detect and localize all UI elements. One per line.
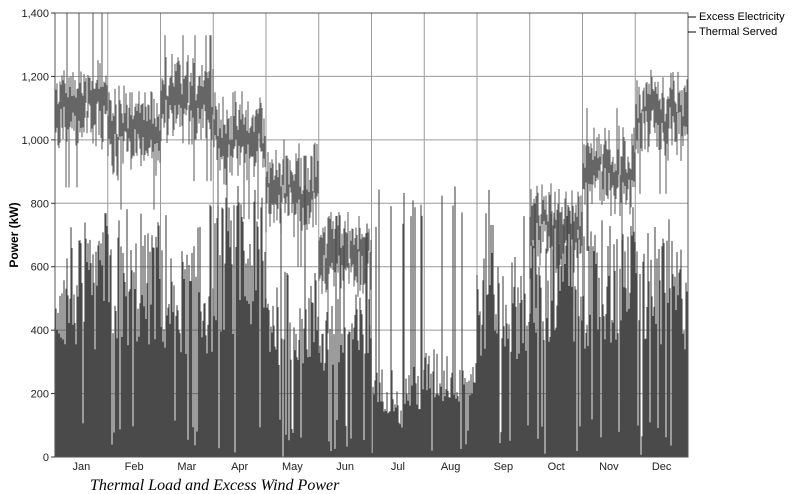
x-tick-label: Apr: [231, 461, 248, 473]
legend-label-thermal-served: Thermal Served: [699, 26, 777, 38]
y-tick-label: 800: [31, 198, 49, 210]
x-tick-label: May: [282, 461, 303, 473]
x-tick-label: Oct: [548, 461, 565, 473]
x-tick-label: Feb: [125, 461, 144, 473]
y-axis: 0 200 400 600 800 1,000 1,200 1,400: [21, 8, 55, 464]
thermal-served-series: [54, 13, 688, 334]
legend: Excess Electricity Thermal Served: [688, 11, 785, 38]
x-tick-label: Jun: [336, 461, 354, 473]
excess-electricity-series: [54, 185, 688, 457]
plot-frame: [54, 12, 689, 458]
y-tick-label: 200: [31, 389, 49, 401]
x-tick-label: Jan: [73, 461, 91, 473]
chart-caption: Thermal Load and Excess Wind Power: [90, 477, 340, 494]
y-tick-label: 1,000: [21, 135, 49, 147]
x-tick-label: Sep: [494, 461, 514, 473]
y-tick-label: 600: [31, 262, 49, 274]
y-tick-label: 0: [43, 452, 49, 464]
x-tick-label: Mar: [177, 461, 196, 473]
x-tick-label: Aug: [441, 461, 461, 473]
y-axis-label: Power (kW): [7, 202, 21, 267]
y-tick-label: 1,400: [21, 8, 49, 20]
x-axis: Jan Feb Mar Apr May Jun Jul Aug Sep Oct Nov Dec: [73, 461, 672, 473]
x-tick-label: Dec: [652, 461, 672, 473]
legend-label-excess-electricity: Excess Electricity: [699, 11, 785, 23]
x-tick-label: Nov: [599, 461, 619, 473]
y-tick-label: 400: [31, 325, 49, 337]
y-tick-label: 1,200: [21, 71, 49, 83]
x-tick-label: Jul: [391, 461, 405, 473]
